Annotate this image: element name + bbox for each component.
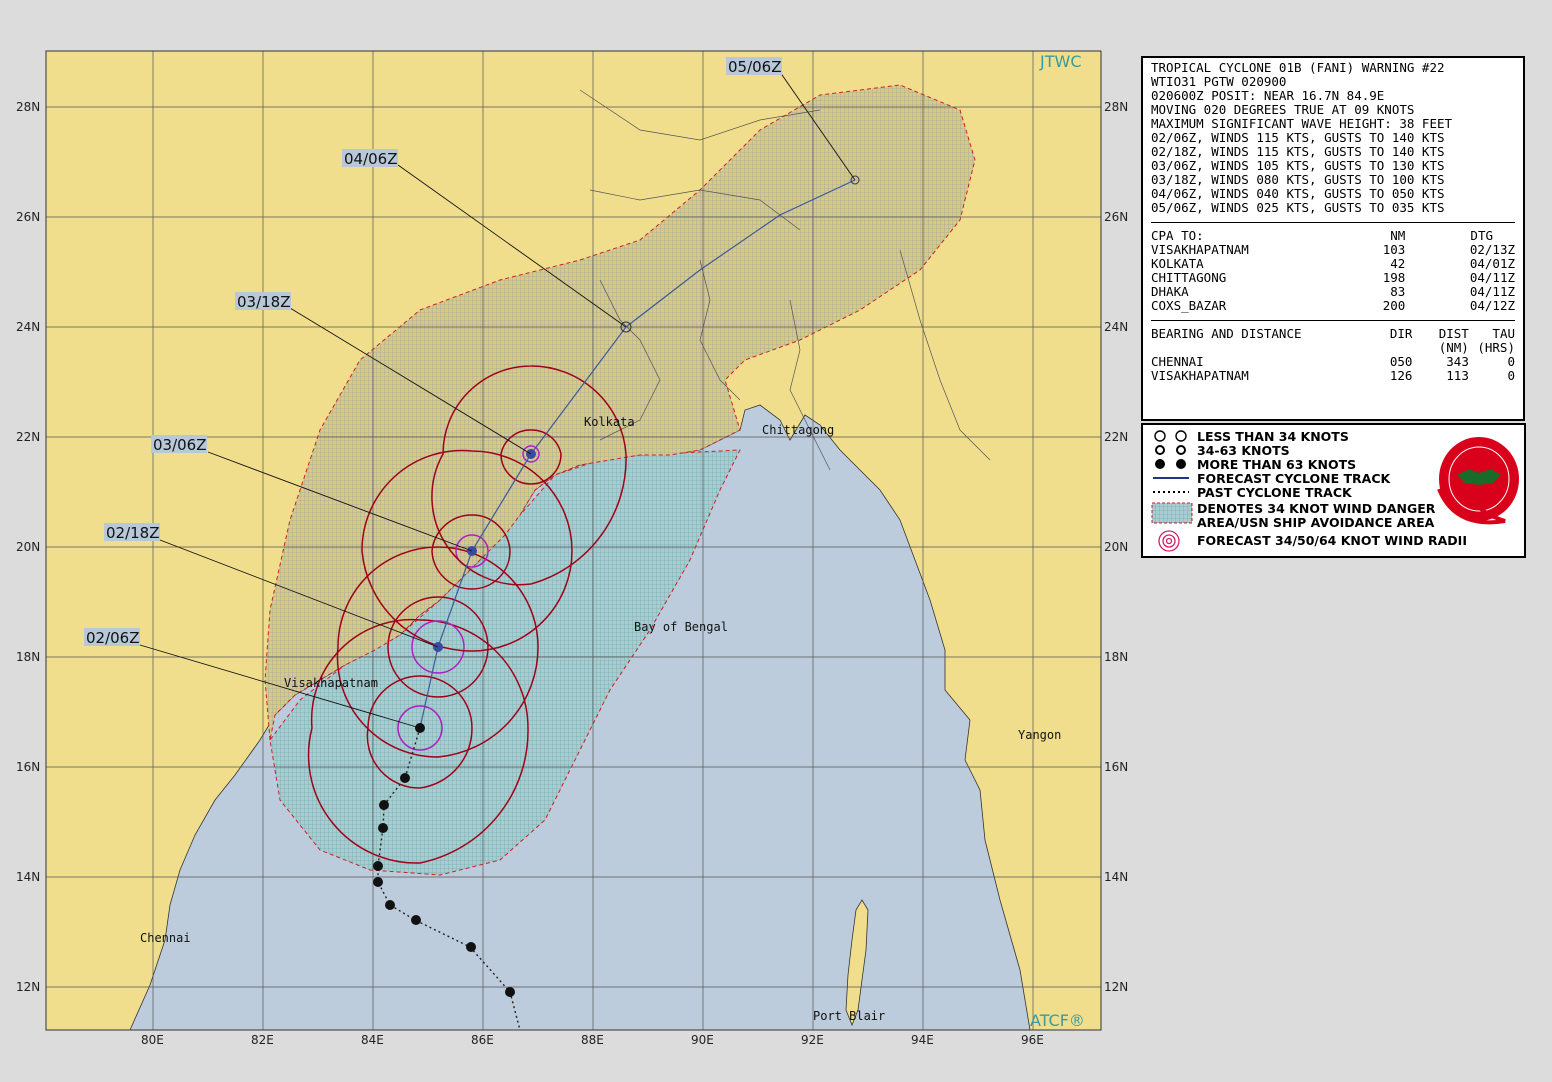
svg-text:82E: 82E	[251, 1033, 274, 1047]
place-label: Bay of Bengal	[634, 620, 728, 634]
svg-text:22N: 22N	[16, 430, 40, 444]
table-row: DHAKA 83 04/11Z	[1151, 284, 1515, 299]
svg-text:26N: 26N	[16, 210, 40, 224]
wind-radii-icon	[1158, 530, 1180, 552]
forecast-track	[419, 179, 856, 729]
svg-text:24N: 24N	[1104, 320, 1128, 334]
legend-item: LESS THAN 34 KNOTS	[1197, 429, 1349, 444]
past-track	[377, 727, 521, 1031]
table-row: COXS_BAZAR 200 04/12Z	[1151, 298, 1515, 313]
map-frame	[45, 50, 1102, 1031]
place-label: Visakhapatnam	[284, 676, 378, 690]
jtwc-logo	[1437, 437, 1519, 525]
legend-item: MORE THAN 63 KNOTS	[1197, 457, 1357, 472]
place-label: Port Blair	[813, 1009, 885, 1023]
place-label: Yangon	[1018, 728, 1061, 742]
lat-labels-left: 28N 26N 24N 22N 20N 18N 16N 14N 12N	[16, 100, 40, 994]
table-row: VISAKHAPATNAM 126 113 0	[1151, 368, 1515, 383]
past-track-icon	[1153, 491, 1189, 493]
svg-text:92E: 92E	[801, 1033, 824, 1047]
svg-text:86E: 86E	[471, 1033, 494, 1047]
legend-item: DENOTES 34 KNOT WIND DANGER	[1197, 501, 1436, 516]
svg-text:16N: 16N	[16, 760, 40, 774]
legend-item: FORECAST 34/50/64 KNOT WIND RADII	[1197, 533, 1467, 548]
warning-line: TROPICAL CYCLONE 01B (FANI) WARNING #22	[1151, 60, 1445, 75]
svg-text:80E: 80E	[141, 1033, 164, 1047]
svg-text:96E: 96E	[1021, 1033, 1044, 1047]
svg-text:90E: 90E	[691, 1033, 714, 1047]
warning-line: 02/18Z, WINDS 115 KTS, GUSTS TO 140 KTS	[1151, 144, 1445, 159]
warning-line: MOVING 020 DEGREES TRUE AT 09 KNOTS	[1151, 102, 1415, 117]
svg-text:14N: 14N	[1104, 870, 1128, 884]
dtg-label: 05/06Z	[728, 58, 782, 76]
dtg-label: 03/18Z	[237, 293, 291, 311]
legend-item: AREA/USN SHIP AVOIDANCE AREA	[1197, 515, 1435, 530]
svg-text:28N: 28N	[1104, 100, 1128, 114]
warning-line: 03/18Z, WINDS 080 KTS, GUSTS TO 100 KTS	[1151, 172, 1445, 187]
past-positions	[373, 723, 515, 997]
legend-panel: LESS THAN 34 KNOTS 34-63 KNOTS MORE THAN…	[1141, 423, 1526, 558]
dtg-labels: 05/06Z 04/06Z 03/18Z 03/06Z 02/18Z 02/06…	[84, 57, 782, 647]
svg-text:28N: 28N	[16, 100, 40, 114]
andaman-islands	[845, 899, 869, 1027]
warning-line: 020600Z POSIT: NEAR 16.7N 84.9E	[1151, 88, 1385, 103]
bearing-table: BEARING AND DISTANCE DIR DIST TAU (NM) (…	[1151, 326, 1515, 383]
dtg-label: 02/18Z	[106, 524, 160, 542]
warning-line: 04/06Z, WINDS 040 KTS, GUSTS TO 050 KTS	[1151, 186, 1445, 201]
place-labels: Kolkata Chittagong Visakhapatnam Bay of …	[140, 415, 1061, 1023]
svg-text:12N: 12N	[16, 980, 40, 994]
dtg-label: 02/06Z	[86, 629, 140, 647]
place-label: Kolkata	[584, 415, 635, 429]
svg-text:22N: 22N	[1104, 430, 1128, 444]
table-row: VISAKHAPATNAM 103 02/13Z	[1151, 242, 1515, 257]
svg-text:24N: 24N	[16, 320, 40, 334]
jtwc-brand: JTWC	[1039, 52, 1081, 71]
lat-lon-grid	[46, 51, 1101, 1030]
danger-area-icon	[1151, 502, 1193, 524]
weak-storm-icon	[1154, 430, 1187, 442]
svg-text:88E: 88E	[581, 1033, 604, 1047]
table-row: KOLKATA 42 04/01Z	[1151, 256, 1515, 271]
warning-line: 02/06Z, WINDS 115 KTS, GUSTS TO 140 KTS	[1151, 130, 1445, 145]
wind-radii	[307, 365, 627, 864]
divider	[1151, 320, 1515, 321]
warning-line: MAXIMUM SIGNIFICANT WAVE HEIGHT: 38 FEET	[1151, 116, 1453, 131]
atcf-brand: ATCF®	[1030, 1011, 1085, 1030]
dtg-leaders	[139, 71, 856, 729]
svg-text:26N: 26N	[1104, 210, 1128, 224]
table-row: CHENNAI 050 343 0	[1151, 354, 1515, 369]
svg-text:20N: 20N	[1104, 540, 1128, 554]
dtg-label: 03/06Z	[153, 436, 207, 454]
svg-text:20N: 20N	[16, 540, 40, 554]
typhoon-icon	[1155, 459, 1186, 469]
warning-line: 03/06Z, WINDS 105 KTS, GUSTS TO 130 KTS	[1151, 158, 1445, 173]
svg-text:94E: 94E	[911, 1033, 934, 1047]
warning-line: WTIO31 PGTW 020900	[1151, 74, 1287, 89]
warning-panel: TROPICAL CYCLONE 01B (FANI) WARNING #22 …	[1141, 56, 1525, 421]
svg-text:12N: 12N	[1104, 980, 1128, 994]
borders	[579, 89, 991, 471]
tropical-storm-icon	[1155, 445, 1186, 455]
svg-text:18N: 18N	[16, 650, 40, 664]
legend-item: 34-63 KNOTS	[1197, 443, 1290, 458]
svg-text:16N: 16N	[1104, 760, 1128, 774]
svg-text:18N: 18N	[1104, 650, 1128, 664]
lon-labels: 80E 82E 84E 86E 88E 90E 92E 94E 96E	[141, 1033, 1044, 1047]
table-row: CHITTAGONG 198 04/11Z	[1151, 270, 1515, 285]
cpa-table: CPA TO: NM DTG VISAKHAPATNAM 103 02/13Z KO…	[1151, 228, 1515, 313]
dtg-label: 04/06Z	[344, 150, 398, 168]
place-label: Chennai	[140, 931, 191, 945]
svg-text:14N: 14N	[16, 870, 40, 884]
svg-text:84E: 84E	[361, 1033, 384, 1047]
legend-item: FORECAST CYCLONE TRACK	[1197, 471, 1391, 486]
warning-line: 05/06Z, WINDS 025 KTS, GUSTS TO 035 KTS	[1151, 200, 1445, 215]
lat-labels-right: 28N 26N 24N 22N 20N 18N 16N 14N 12N	[1104, 100, 1128, 994]
legend-item: PAST CYCLONE TRACK	[1197, 485, 1352, 500]
place-label: Chittagong	[762, 423, 834, 437]
divider	[1151, 222, 1515, 223]
forecast-track-icon	[1153, 477, 1189, 479]
